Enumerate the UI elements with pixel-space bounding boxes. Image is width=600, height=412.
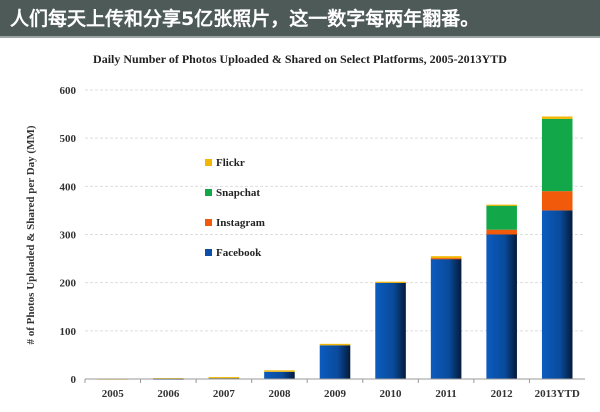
legend-swatch-snapchat bbox=[205, 189, 212, 196]
bar-facebook-2011 bbox=[430, 258, 462, 379]
x-tick-label: 2008 bbox=[268, 388, 291, 400]
bar-snapchat-2013YTD bbox=[541, 118, 573, 192]
y-tick-label: 300 bbox=[60, 230, 77, 242]
bar-instagram-2012 bbox=[486, 229, 517, 235]
bar-facebook-2008 bbox=[264, 371, 295, 379]
x-tick-label: 2011 bbox=[435, 388, 456, 400]
x-tick-label: 2013YTD bbox=[535, 388, 580, 400]
bar-facebook-2009 bbox=[319, 345, 351, 379]
legend-label-snapchat: Snapchat bbox=[216, 187, 260, 199]
y-tick-label: 400 bbox=[60, 181, 77, 193]
bar-facebook-2012 bbox=[486, 234, 517, 379]
y-tick-label: 200 bbox=[60, 278, 77, 290]
bar-flickr-2013YTD bbox=[541, 116, 573, 119]
bar-facebook-2010 bbox=[375, 282, 406, 379]
y-tick-label: 100 bbox=[60, 326, 77, 338]
chart-title: Daily Number of Photos Uploaded & Shared… bbox=[93, 52, 507, 66]
bar-instagram-2011 bbox=[430, 258, 462, 260]
y-tick-label: 0 bbox=[71, 374, 77, 386]
bar-facebook-2013YTD bbox=[541, 210, 573, 379]
legend-label-flickr: Flickr bbox=[216, 157, 245, 169]
slide-header: 人们每天上传和分享5亿张照片，这一数字每两年翻番。 bbox=[0, 0, 600, 38]
bar-flickr-2007 bbox=[208, 377, 240, 379]
y-tick-label: 500 bbox=[60, 133, 77, 145]
bar-snapchat-2012 bbox=[486, 205, 517, 230]
x-tick-label: 2007 bbox=[213, 388, 236, 400]
bar-instagram-2013YTD bbox=[541, 191, 573, 211]
bar-flickr-2010 bbox=[375, 281, 406, 283]
bar-flickr-2012 bbox=[486, 204, 517, 206]
x-tick-label: 2012 bbox=[491, 388, 514, 400]
legend-swatch-instagram bbox=[205, 219, 212, 226]
legend-label-instagram: Instagram bbox=[216, 217, 265, 229]
bar-flickr-2009 bbox=[319, 343, 351, 346]
x-tick-label: 2006 bbox=[157, 388, 180, 400]
x-tick-label: 2010 bbox=[380, 388, 403, 400]
legend-swatch-facebook bbox=[205, 249, 212, 256]
x-tick-label: 2009 bbox=[324, 388, 347, 400]
bar-flickr-2011 bbox=[430, 256, 462, 259]
bar-flickr-2008 bbox=[264, 370, 295, 372]
legend-label-facebook: Facebook bbox=[216, 247, 262, 259]
y-tick-label: 600 bbox=[60, 85, 77, 97]
y-axis-label: # of Photos Uploaded & Shared per Day (M… bbox=[25, 125, 37, 344]
x-tick-label: 2005 bbox=[102, 388, 125, 400]
legend-swatch-flickr bbox=[205, 159, 212, 166]
